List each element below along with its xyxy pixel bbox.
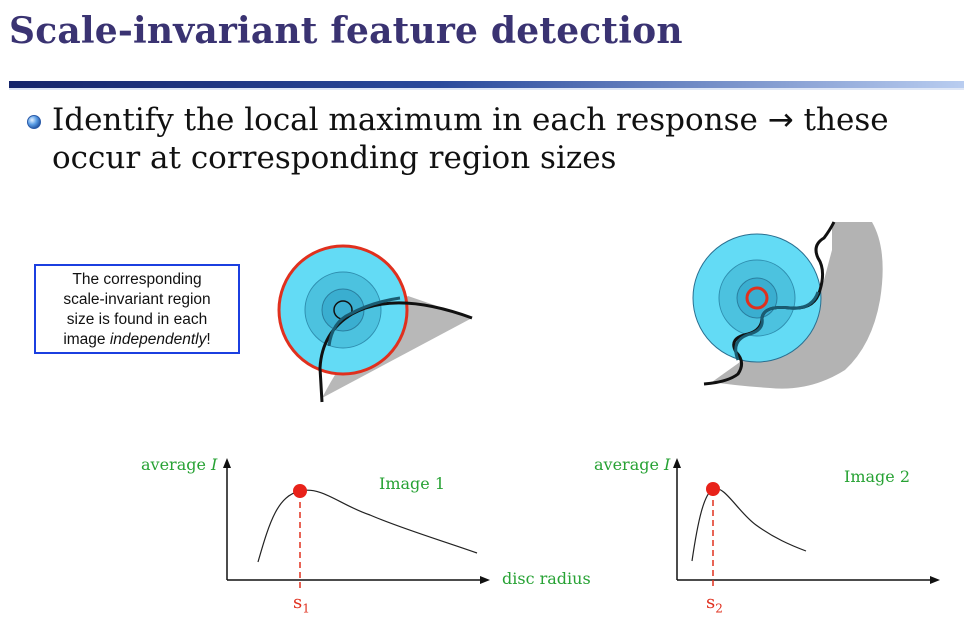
image-2-inner-disc bbox=[745, 286, 769, 310]
plot-1-y-label-var: I bbox=[211, 455, 218, 474]
plot-1-y-label: average I bbox=[141, 455, 217, 474]
plot-2-scale-subscript: 2 bbox=[715, 601, 723, 616]
plot-2-max-point bbox=[706, 482, 720, 496]
plot-2-x-arrow bbox=[930, 576, 940, 584]
plot-2-curve-label: Image 2 bbox=[844, 467, 911, 486]
plot-1-scale-symbol: s bbox=[293, 592, 303, 613]
plot-1-curve-label: Image 1 bbox=[379, 474, 446, 493]
image-1-illustration bbox=[277, 244, 473, 403]
callout-line-3: size is found in each bbox=[66, 311, 208, 328]
plot-2-scale-symbol: s bbox=[706, 592, 716, 613]
title-underline bbox=[9, 81, 964, 90]
slide-title: Scale-invariant feature detection bbox=[9, 10, 683, 52]
bullet-text-part1: Identify the local maximum in each respo… bbox=[52, 102, 768, 138]
plot-2-y-arrow bbox=[673, 458, 681, 468]
callout-box: The corresponding scale-invariant region… bbox=[34, 264, 240, 354]
plot-2-y-label-text: average bbox=[594, 455, 665, 474]
plot-1-scale-subscript: 1 bbox=[302, 601, 310, 616]
plot-1-y-arrow bbox=[223, 458, 231, 468]
callout-line-2: scale-invariant region bbox=[63, 291, 211, 308]
bullet-text: Identify the local maximum in each respo… bbox=[52, 101, 952, 177]
plot-1-scale-label: s1 bbox=[293, 592, 310, 616]
callout-emphasis: independently bbox=[109, 331, 207, 348]
plot-2-scale-label: s2 bbox=[706, 592, 723, 616]
plot-1 bbox=[223, 458, 490, 590]
plot-2-y-label-var: I bbox=[664, 455, 671, 474]
right-arrow-icon: → bbox=[767, 102, 794, 138]
callout-line-1: The corresponding bbox=[72, 271, 202, 288]
image-2-illustration bbox=[692, 221, 883, 389]
plot-1-max-point bbox=[293, 484, 307, 498]
callout-line-4-suffix: ! bbox=[206, 331, 211, 348]
callout-line-4: image independently! bbox=[36, 330, 238, 350]
plot-1-y-label-text: average bbox=[141, 455, 212, 474]
plot-2-response-curve bbox=[691, 487, 807, 562]
image-1-edge-inside bbox=[327, 296, 401, 347]
image-2-edge-inside bbox=[734, 291, 820, 361]
plot-1-response-curve bbox=[257, 489, 478, 563]
callout-line-4-prefix: image bbox=[63, 331, 110, 348]
plot-2-y-label: average I bbox=[594, 455, 670, 474]
bullet-text-part2: these occur at corresponding region size… bbox=[52, 102, 889, 176]
plot-1-x-label: disc radius bbox=[502, 569, 591, 588]
bullet-dot-icon bbox=[27, 115, 41, 129]
plot-1-x-arrow bbox=[480, 576, 490, 584]
plot-2 bbox=[673, 458, 940, 590]
